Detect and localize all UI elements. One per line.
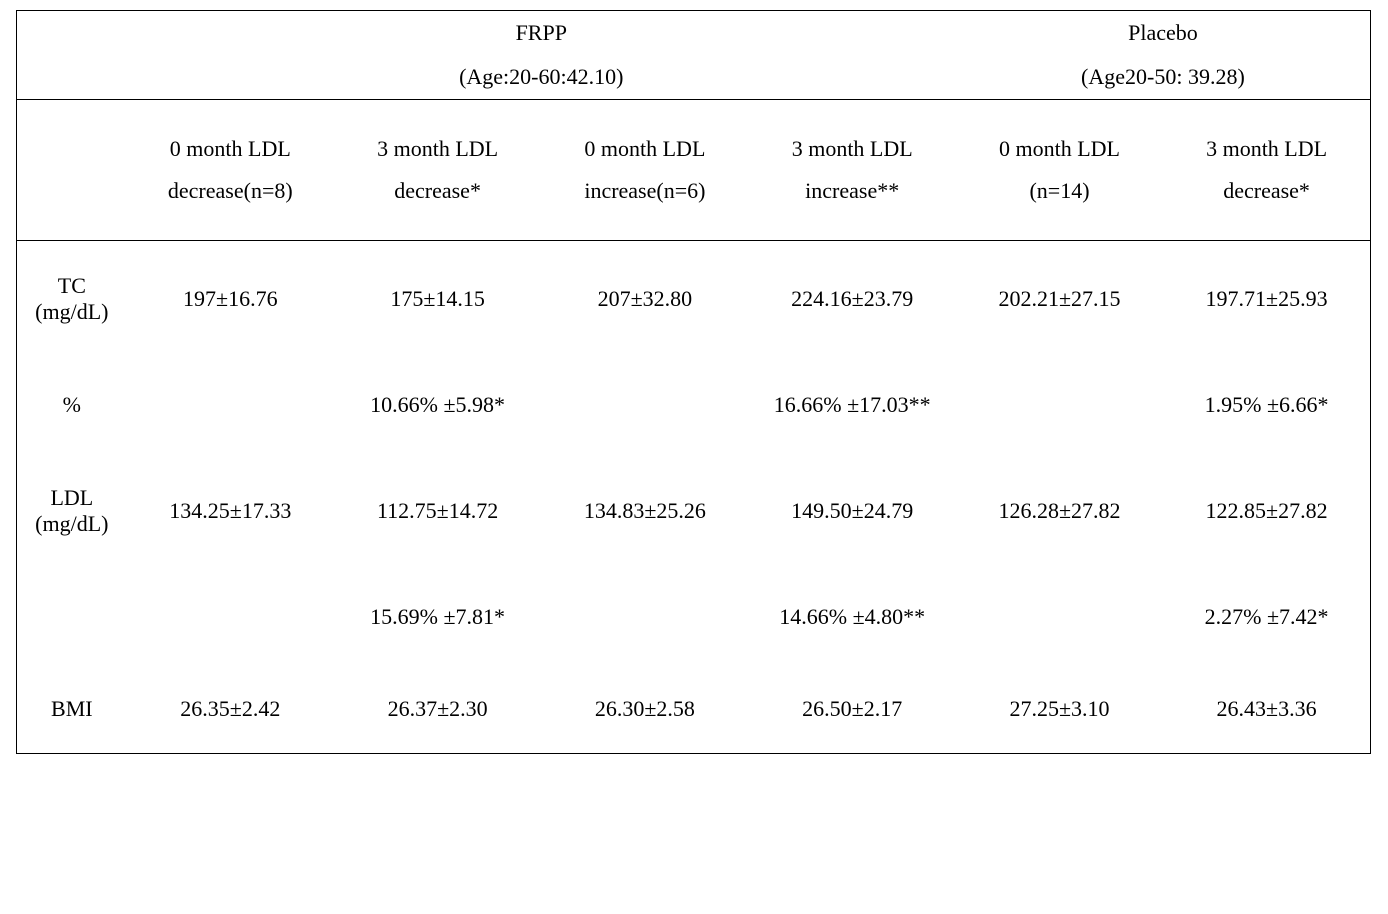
- ldl-pct-c2: 15.69% ±7.81*: [334, 569, 541, 665]
- col-header-4-line1: 3 month LDL: [792, 136, 913, 161]
- col-header-2-line2: decrease*: [394, 178, 481, 203]
- tc-pct-c1: [127, 357, 334, 453]
- col-header-2: 3 month LDL decrease*: [334, 100, 541, 241]
- tc-pct-c2: 10.66% ±5.98*: [334, 357, 541, 453]
- row-label-bmi: BMI: [17, 665, 127, 754]
- group-frpp-age: (Age:20-60:42.10): [127, 55, 956, 100]
- col-header-6-line1: 3 month LDL: [1206, 136, 1327, 161]
- group-age-row: (Age:20-60:42.10) (Age20-50: 39.28): [17, 55, 1371, 100]
- tc-c5: 202.21±27.15: [956, 241, 1163, 358]
- row-ldl-pct: 15.69% ±7.81* 14.66% ±4.80** 2.27% ±7.42…: [17, 569, 1371, 665]
- group-placebo-name: Placebo: [956, 11, 1371, 56]
- col-header-4-line2: increase**: [805, 178, 899, 203]
- bmi-c5: 27.25±3.10: [956, 665, 1163, 754]
- tc-c1: 197±16.76: [127, 241, 334, 358]
- col-header-3-line1: 0 month LDL: [584, 136, 705, 161]
- ldl-c3: 134.83±25.26: [541, 453, 748, 569]
- page-container: { "header": { "group1_name": "FRPP", "gr…: [0, 10, 1388, 914]
- ldl-pct-c3: [541, 569, 748, 665]
- row-label-tc-line1: TC: [58, 273, 86, 298]
- col-header-5-line1: 0 month LDL: [999, 136, 1120, 161]
- tc-pct-c4: 16.66% ±17.03**: [749, 357, 956, 453]
- row-label-ldl-line1: LDL: [50, 485, 93, 510]
- col-header-3: 0 month LDL increase(n=6): [541, 100, 748, 241]
- tc-pct-c3: [541, 357, 748, 453]
- group-frpp-name: FRPP: [127, 11, 956, 56]
- row-label-ldl-line2: (mg/dL): [35, 511, 108, 536]
- group-header-row: FRPP Placebo: [17, 11, 1371, 56]
- row-label-tc-pct: %: [17, 357, 127, 453]
- col-header-2-line1: 3 month LDL: [377, 136, 498, 161]
- col-header-1: 0 month LDL decrease(n=8): [127, 100, 334, 241]
- col-header-1-line2: decrease(n=8): [168, 178, 293, 203]
- col-header-5: 0 month LDL (n=14): [956, 100, 1163, 241]
- tc-pct-c5: [956, 357, 1163, 453]
- ldl-pct-c4: 14.66% ±4.80**: [749, 569, 956, 665]
- row-label-ldl: LDL (mg/dL): [17, 453, 127, 569]
- empty-rowlabel-header: [17, 100, 127, 241]
- col-header-4: 3 month LDL increase**: [749, 100, 956, 241]
- group-placebo-age: (Age20-50: 39.28): [956, 55, 1371, 100]
- ldl-pct-c6: 2.27% ±7.42*: [1163, 569, 1370, 665]
- row-bmi: BMI 26.35±2.42 26.37±2.30 26.30±2.58 26.…: [17, 665, 1371, 754]
- col-header-1-line1: 0 month LDL: [170, 136, 291, 161]
- ldl-c5: 126.28±27.82: [956, 453, 1163, 569]
- ldl-c2: 112.75±14.72: [334, 453, 541, 569]
- tc-c3: 207±32.80: [541, 241, 748, 358]
- ldl-c4: 149.50±24.79: [749, 453, 956, 569]
- col-header-6: 3 month LDL decrease*: [1163, 100, 1370, 241]
- row-label-tc-line2: (mg/dL): [35, 299, 108, 324]
- row-tc: TC (mg/dL) 197±16.76 175±14.15 207±32.80…: [17, 241, 1371, 358]
- ldl-c1: 134.25±17.33: [127, 453, 334, 569]
- col-header-6-line2: decrease*: [1223, 178, 1310, 203]
- column-header-row: 0 month LDL decrease(n=8) 3 month LDL de…: [17, 100, 1371, 241]
- tc-c6: 197.71±25.93: [1163, 241, 1370, 358]
- col-header-5-line2: (n=14): [1029, 178, 1089, 203]
- row-ldl: LDL (mg/dL) 134.25±17.33 112.75±14.72 13…: [17, 453, 1371, 569]
- col-header-3-line2: increase(n=6): [584, 178, 705, 203]
- tc-pct-c6: 1.95% ±6.66*: [1163, 357, 1370, 453]
- row-label-ldl-pct: [17, 569, 127, 665]
- bmi-c4: 26.50±2.17: [749, 665, 956, 754]
- results-table: FRPP Placebo (Age:20-60:42.10) (Age20-50…: [16, 10, 1371, 754]
- row-tc-pct: % 10.66% ±5.98* 16.66% ±17.03** 1.95% ±6…: [17, 357, 1371, 453]
- tc-c2: 175±14.15: [334, 241, 541, 358]
- ldl-pct-c5: [956, 569, 1163, 665]
- ldl-c6: 122.85±27.82: [1163, 453, 1370, 569]
- bmi-c2: 26.37±2.30: [334, 665, 541, 754]
- empty-corner: [17, 11, 127, 100]
- bmi-c6: 26.43±3.36: [1163, 665, 1370, 754]
- bmi-c3: 26.30±2.58: [541, 665, 748, 754]
- ldl-pct-c1: [127, 569, 334, 665]
- bmi-c1: 26.35±2.42: [127, 665, 334, 754]
- tc-c4: 224.16±23.79: [749, 241, 956, 358]
- row-label-tc: TC (mg/dL): [17, 241, 127, 358]
